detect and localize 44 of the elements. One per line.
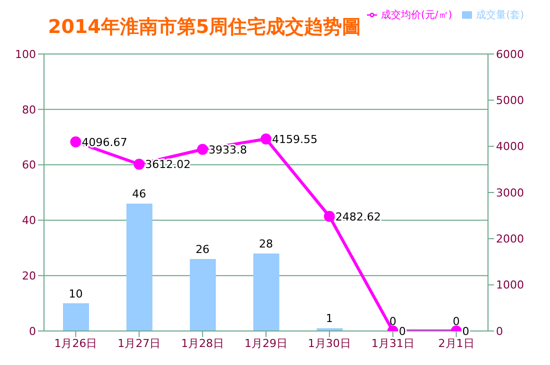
point <box>324 210 335 222</box>
bar <box>316 328 343 331</box>
x-tick-label: 1月27日 <box>118 336 161 350</box>
y2-tick-label: 4000 <box>496 140 524 154</box>
chart-title: 2014年淮南市第5周住宅成交趋势圖 <box>48 15 362 40</box>
y2-tick-label: 0 <box>496 324 503 338</box>
data-label: 0 <box>389 315 396 328</box>
y-tick-label: 0 <box>29 324 36 338</box>
point <box>197 144 208 155</box>
y-tick-label: 80 <box>22 103 36 116</box>
data-label: 26 <box>196 242 210 256</box>
point <box>260 133 272 144</box>
data-label: 28 <box>259 237 273 250</box>
x-tick-label: 2月1日 <box>438 336 474 350</box>
y2-tick-label: 5000 <box>496 94 524 108</box>
data-label: 46 <box>132 188 146 201</box>
bar <box>126 204 152 331</box>
bar <box>63 303 89 331</box>
y2-tick-label: 1000 <box>496 278 524 292</box>
x-tick-label: 1月26日 <box>54 336 98 350</box>
y2-tick-label: 6000 <box>496 48 524 61</box>
data-label: 1 <box>326 312 333 326</box>
y2-tick-label: 3000 <box>496 186 524 200</box>
point <box>70 136 82 148</box>
data-label: 3933.8 <box>208 143 248 156</box>
point <box>134 158 145 170</box>
x-tick-label: 1月30日 <box>308 336 351 350</box>
data-label: 10 <box>68 287 83 300</box>
x-tick-label: 1月28日 <box>181 336 224 350</box>
data-label: 4159.55 <box>272 132 318 146</box>
y-tick-label: 40 <box>22 214 36 228</box>
data-label: 4096.67 <box>82 136 128 149</box>
bar <box>253 253 280 331</box>
x-tick-label: 1月29日 <box>244 336 288 350</box>
y-tick-label: 100 <box>15 48 36 61</box>
data-label: 0 <box>452 315 460 328</box>
y-tick-label: 60 <box>22 158 36 172</box>
legend-label: 成交均价(元/㎡) <box>381 10 452 21</box>
y2-tick-label: 2000 <box>496 232 524 246</box>
bar <box>190 258 216 331</box>
y-tick-label: 20 <box>22 270 36 283</box>
legend-label: 成交量(套) <box>476 10 524 21</box>
data-label: 2482.62 <box>335 210 381 224</box>
x-tick-label: 1月31日 <box>371 336 414 350</box>
